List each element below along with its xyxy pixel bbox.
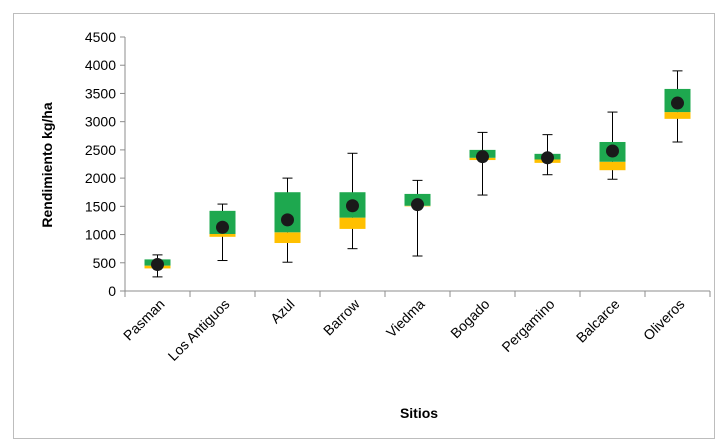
mean-marker [541, 151, 554, 165]
y-axis: 0 500 1000 1500 2000 2500 3000 3500 4000 4500 [85, 29, 126, 299]
y-tick-label: 2500 [85, 142, 116, 158]
x-category-label: Azul [267, 296, 298, 327]
y-tick-label: 0 [108, 283, 116, 299]
mean-marker [151, 257, 164, 271]
y-tick-label: 3000 [85, 114, 116, 130]
box-pergamino [534, 134, 561, 176]
x-category-label: Balcarce [573, 296, 623, 346]
y-tick-label: 500 [93, 255, 117, 271]
x-axis-title: Sitios [400, 405, 438, 421]
mean-marker [346, 199, 359, 213]
y-tick-label: 1000 [85, 227, 116, 243]
y-tick-label: 3500 [85, 85, 116, 101]
y-tick-label: 1500 [85, 198, 116, 214]
y-tick-label: 4000 [85, 57, 116, 73]
boxes [144, 70, 691, 278]
y-tick-label: 2000 [85, 170, 116, 186]
box-los-antiguos [209, 203, 236, 262]
y-axis-title: Rendimiento kg/ha [39, 102, 55, 227]
mean-marker [476, 150, 489, 164]
x-category-label: Pasman [120, 296, 168, 344]
mean-marker [216, 220, 229, 234]
box-viedma [404, 179, 431, 257]
box-balcarce [599, 111, 626, 180]
box-barrow [339, 152, 366, 250]
mean-marker [411, 198, 424, 212]
box-azul [274, 177, 301, 263]
x-category-label: Pergamino [498, 296, 557, 355]
x-category-label: Bogado [447, 296, 493, 342]
box-lower-quartile [664, 112, 691, 119]
x-category-label: Oliveros [640, 296, 688, 344]
box-oliveros [664, 70, 691, 143]
mean-marker [281, 213, 294, 227]
mean-marker [606, 144, 619, 158]
box-pasman [144, 254, 171, 278]
box-lower-quartile [274, 232, 301, 244]
y-tick-label: 4500 [85, 29, 116, 45]
box-bogado [469, 131, 496, 196]
x-category-label: Los Antiguos [165, 296, 233, 364]
box-lower-quartile [599, 161, 626, 171]
x-category-label: Barrow [320, 295, 363, 338]
x-category-label: Viedma [383, 296, 428, 341]
box-lower-quartile [339, 217, 366, 229]
mean-marker [671, 96, 684, 110]
box-lower-quartile [209, 233, 236, 237]
